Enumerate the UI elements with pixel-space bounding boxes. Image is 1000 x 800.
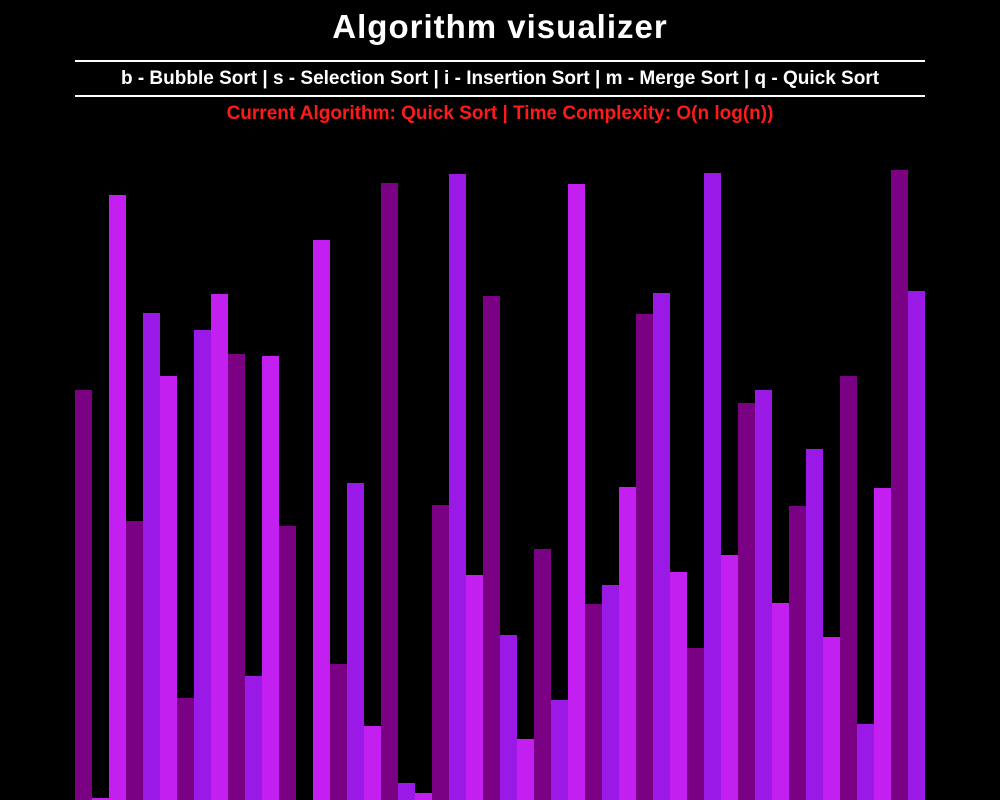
array-bar-30 <box>568 184 585 800</box>
array-bar-38 <box>704 173 721 800</box>
array-bar-43 <box>789 506 806 800</box>
array-bar-47 <box>857 724 874 800</box>
array-bar-18 <box>364 726 381 800</box>
array-bar-5 <box>143 313 160 800</box>
array-bar-24 <box>466 575 483 800</box>
array-bar-48 <box>874 488 891 800</box>
array-bar-4 <box>126 521 143 800</box>
array-bar-7 <box>177 698 194 800</box>
array-bar-11 <box>245 676 262 800</box>
array-bar-41 <box>755 390 772 800</box>
array-bar-19 <box>381 183 398 800</box>
array-bar-27 <box>517 739 534 800</box>
array-bar-17 <box>347 483 364 800</box>
array-bar-36 <box>670 572 687 800</box>
array-bar-31 <box>585 604 602 800</box>
array-bar-10 <box>228 354 245 800</box>
array-bar-37 <box>687 648 704 800</box>
array-bar-12 <box>262 356 279 800</box>
array-bar-46 <box>840 376 857 800</box>
array-bar-40 <box>738 403 755 800</box>
array-bar-23 <box>449 174 466 800</box>
array-bar-9 <box>211 294 228 800</box>
array-bar-34 <box>636 314 653 800</box>
array-bar-16 <box>330 664 347 800</box>
array-bar-32 <box>602 585 619 800</box>
top-divider <box>75 60 925 62</box>
array-bar-39 <box>721 555 738 800</box>
page-title: Algorithm visualizer <box>332 8 668 45</box>
array-bar-15 <box>313 240 330 800</box>
current-algorithm-status: Current Algorithm: Quick Sort | Time Com… <box>226 103 774 124</box>
array-bar-6 <box>160 376 177 800</box>
array-bar-25 <box>483 296 500 800</box>
array-bar-20 <box>398 783 415 800</box>
bottom-divider <box>75 95 925 97</box>
array-bar-42 <box>772 603 789 800</box>
algorithm-key-legend: b - Bubble Sort | s - Selection Sort | i… <box>120 68 880 89</box>
array-bar-29 <box>551 700 568 800</box>
array-bar-45 <box>823 637 840 800</box>
array-bar-22 <box>432 505 449 800</box>
array-bar-26 <box>500 635 517 800</box>
array-bar-13 <box>279 526 296 800</box>
array-bar-35 <box>653 293 670 800</box>
array-bar-1 <box>75 390 92 800</box>
array-bar-49 <box>891 170 908 800</box>
array-bar-21 <box>415 793 432 800</box>
array-bar-2 <box>92 798 109 800</box>
array-bar-44 <box>806 449 823 800</box>
array-bar-33 <box>619 487 636 800</box>
array-bar-50 <box>908 291 925 800</box>
array-bar-28 <box>534 549 551 800</box>
array-bar-3 <box>109 195 126 800</box>
array-bar-8 <box>194 330 211 800</box>
